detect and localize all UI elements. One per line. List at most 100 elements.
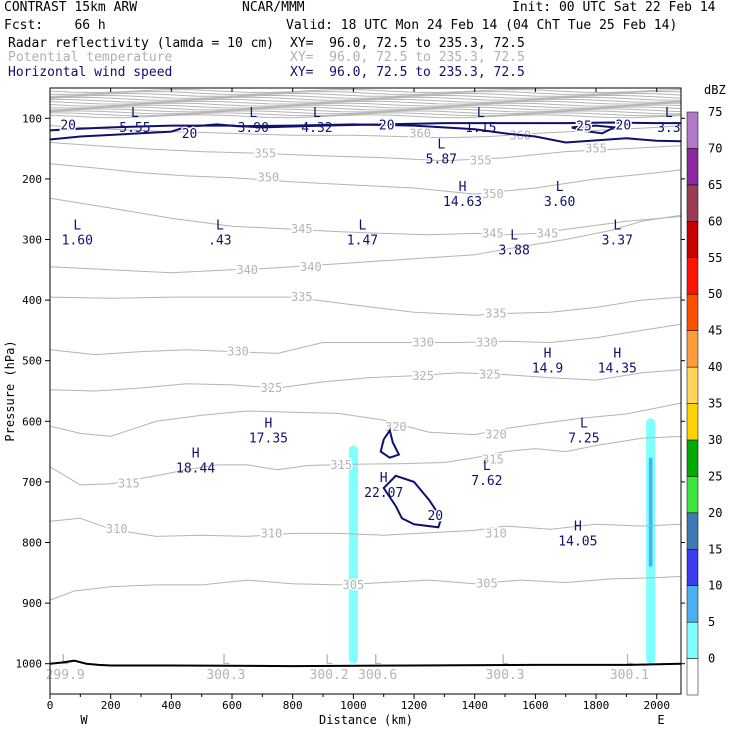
model-title: CONTRAST 15km ARW — [4, 0, 138, 15]
y-axis-label: Pressure (hPa) — [3, 340, 17, 441]
theta-contour-label: 335 — [485, 306, 507, 320]
theta-upper-band-line — [49, 106, 682, 111]
colorbar-tick-label: 65 — [708, 178, 722, 192]
valid-time: Valid: 18 UTC Mon 24 Feb 14 (04 ChT Tue … — [286, 18, 678, 33]
wind-contour-label: 20 — [379, 118, 395, 133]
x-tick-label: 1000 — [340, 699, 367, 712]
wind-contour-label: 25 — [576, 120, 592, 135]
extremum-value: 14.63 — [443, 195, 482, 210]
x-tick-label: 1800 — [583, 699, 610, 712]
colorbar-tick-label: 40 — [708, 360, 722, 374]
colorbar-swatch — [686, 330, 699, 368]
theta-upper-band-line — [49, 100, 682, 105]
y-tick-label: 500 — [22, 355, 42, 368]
radar-echo — [348, 445, 358, 664]
theta-upper-band-line — [49, 90, 682, 95]
x-tick-label: 800 — [283, 699, 303, 712]
extremum-low-marker: L — [374, 653, 382, 668]
extremum-value: 3.90 — [238, 121, 269, 136]
extremum-low-marker: L — [613, 218, 621, 233]
x-tick-label: 400 — [161, 699, 181, 712]
theta-contour-label: 320 — [485, 428, 507, 442]
colorbar-swatch — [686, 184, 699, 222]
y-tick-label: 700 — [22, 476, 42, 489]
wind-contour-25 — [571, 124, 618, 135]
terrain-layer — [49, 659, 682, 668]
colorbar-swatch — [686, 293, 699, 331]
extremum-value: .43 — [208, 233, 231, 248]
field-theta-label: Potential temperature — [8, 50, 173, 65]
theta-upper-band-line — [49, 104, 682, 109]
theta-upper-band-line — [49, 114, 682, 119]
colorbar-tick-label: 0 — [708, 652, 715, 666]
field-radar-xy: XY= 96.0, 72.5 to 235.3, 72.5 — [290, 36, 525, 51]
colorbar-swatch — [686, 549, 699, 586]
extremum-low-marker: L — [501, 653, 509, 668]
colorbar-tick-label: 15 — [708, 542, 722, 556]
theta-contour-label: 315 — [118, 477, 140, 491]
extremum-value: 300.3 — [206, 668, 245, 683]
extremum-low-marker: L — [216, 218, 224, 233]
theta-contour-315 — [49, 435, 682, 486]
plot-frame — [49, 87, 682, 695]
theta-contour-330 — [49, 323, 682, 356]
field-wind-xy: XY= 96.0, 72.5 to 235.3, 72.5 — [290, 65, 525, 80]
extremum-value: 18.44 — [176, 462, 215, 477]
theta-contour-label: 345 — [482, 226, 504, 240]
colorbar-swatch — [686, 585, 699, 623]
wind-contour-label: 20 — [182, 127, 198, 142]
extremum-value: 300.6 — [358, 668, 397, 683]
theta-contour-355 — [49, 142, 682, 162]
extremum-high-marker: H — [574, 519, 582, 534]
field-wind-label: Horizontal wind speed — [8, 65, 173, 80]
theta-contour-label: 345 — [537, 226, 559, 240]
extremum-high-marker: H — [380, 471, 388, 486]
extremum-value: 7.62 — [471, 474, 502, 489]
radar-echo — [648, 457, 653, 567]
extremum-high-marker: H — [459, 180, 467, 195]
theta-contour-label: 345 — [291, 222, 313, 236]
colorbar-swatch — [686, 621, 699, 659]
forecast-hour: Fcst: 66 h — [4, 18, 106, 33]
extremum-low-marker: L — [73, 218, 81, 233]
x-tick-label: 2000 — [643, 699, 670, 712]
extremum-low-marker: L — [61, 653, 69, 668]
x-tick-label: 200 — [101, 699, 121, 712]
colorbar-tick-label: 25 — [708, 469, 722, 483]
colorbar: dBZ 0 5 10 15 20 25 30 35 40 45 50 55 60 65 70 75 — [686, 83, 726, 696]
colorbar-tick-label: 10 — [708, 579, 722, 593]
colorbar-tick-label: 55 — [708, 251, 722, 265]
theta-contour-label: 315 — [482, 452, 504, 466]
extremum-value: 300.2 — [310, 668, 349, 683]
theta-upper-band-line — [49, 112, 682, 117]
theta-contour-label: 340 — [300, 260, 322, 274]
theta-contour-310 — [49, 517, 682, 537]
theta-contour-label: 305 — [343, 578, 365, 592]
x-tick-label: 1600 — [522, 699, 549, 712]
y-tick-label: 400 — [22, 294, 42, 307]
theta-upper-band-line — [49, 96, 682, 101]
y-tick-label: 600 — [22, 415, 42, 428]
theta-contour-label: 310 — [485, 526, 507, 540]
extremum-value: 5.55 — [119, 121, 150, 136]
west-label: W — [80, 713, 88, 727]
colorbar-tick-label: 50 — [708, 287, 722, 301]
colorbar-tick-label: 70 — [708, 141, 722, 155]
theta-contour-label: 325 — [412, 369, 434, 383]
extremum-value: 5.87 — [426, 153, 457, 168]
terrain-line — [49, 659, 682, 668]
wind-contour-label: 20 — [60, 118, 76, 133]
y-tick-label: 100 — [22, 112, 42, 125]
init-time: Init: 00 UTC Sat 22 Feb 14 — [512, 0, 716, 15]
wind-contour-label: 20 — [616, 118, 632, 133]
colorbar-tick-label: 35 — [708, 397, 722, 411]
colorbar-swatch — [686, 257, 699, 295]
colorbar-swatch — [686, 366, 699, 404]
extremum-low-marker: L — [477, 106, 485, 121]
theta-upper-band-line — [49, 94, 682, 99]
colorbar-swatch — [686, 403, 699, 441]
extremum-value: 1.15 — [465, 121, 496, 136]
colorbar-tick-label: 60 — [708, 214, 722, 228]
